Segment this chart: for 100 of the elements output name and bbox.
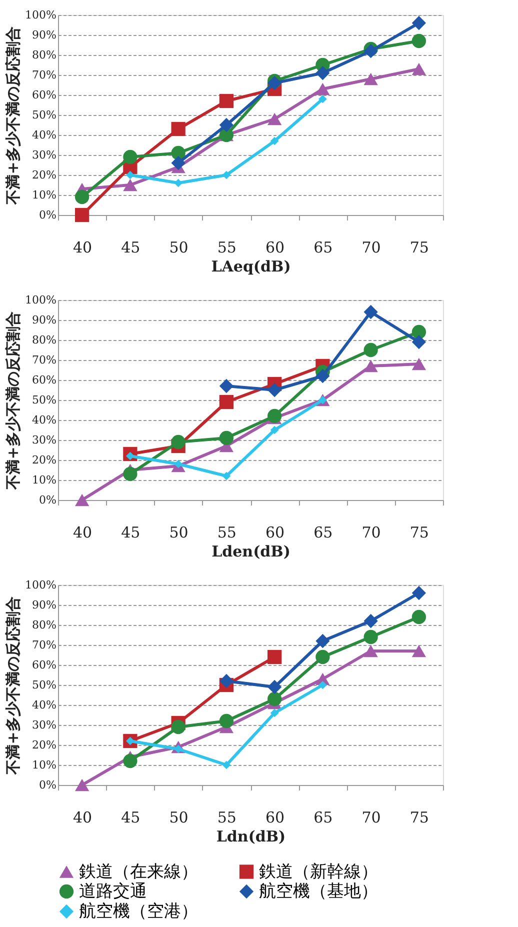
y-tick-label: 100% — [25, 8, 56, 22]
y-tick-label: 30% — [32, 148, 56, 162]
y-tick-label: 0% — [39, 494, 56, 506]
y-tick-label: 40% — [32, 698, 56, 712]
x-tick-label: 65 — [314, 524, 333, 542]
y-axis-title: 不満+多少不満の反応割合 — [4, 312, 22, 490]
y-tick-label: 70% — [32, 354, 56, 366]
point — [74, 208, 90, 222]
point — [364, 72, 378, 86]
x-tick-label: 65 — [314, 808, 333, 826]
point — [74, 778, 90, 792]
point — [267, 408, 282, 424]
y-tick-label: 60% — [32, 88, 56, 102]
point — [222, 760, 231, 770]
point — [318, 680, 327, 690]
point — [412, 34, 426, 48]
y-tick-label: 10% — [32, 188, 56, 202]
point — [412, 358, 426, 370]
point — [267, 692, 282, 706]
point — [219, 674, 234, 688]
x-axis-title: Lden(dB) — [212, 542, 290, 560]
x-tick-label: 50 — [169, 808, 188, 826]
x-tick-label: 45 — [121, 238, 140, 256]
y-axis-title: 不満+多少不満の反応割合 — [4, 596, 22, 776]
point — [364, 304, 378, 320]
x-tick-label: 55 — [217, 524, 236, 542]
y-tick-label: 30% — [32, 434, 56, 446]
point — [270, 136, 279, 146]
point — [222, 170, 231, 180]
point — [219, 714, 234, 728]
x-tick-label: 75 — [410, 238, 429, 256]
x-tick-label: 50 — [169, 524, 188, 542]
x-tick-label: 45 — [121, 524, 140, 542]
legend-label: 道路交通 — [79, 882, 147, 902]
x-tick-label: 70 — [362, 524, 381, 542]
y-tick-label: 50% — [32, 678, 56, 692]
x-tick-label: 55 — [217, 808, 236, 826]
point — [123, 150, 138, 164]
y-tick-label: 80% — [32, 334, 56, 346]
legend-label: 鉄道（新幹線） — [259, 862, 378, 882]
point — [74, 190, 90, 204]
y-tick-label: 0% — [39, 208, 56, 222]
y-tick-label: 10% — [32, 758, 56, 772]
y-tick-label: 90% — [32, 598, 56, 612]
point — [364, 360, 378, 372]
point — [171, 720, 186, 734]
x-tick-label: 40 — [73, 524, 92, 542]
point — [412, 16, 426, 30]
point — [219, 118, 234, 132]
point — [123, 178, 138, 192]
y-tick-label: 20% — [32, 168, 56, 182]
x-axis-title: LAeq(dB) — [211, 258, 291, 276]
x-tick-label: 75 — [410, 524, 429, 542]
legend-label: 航空機（基地） — [259, 882, 378, 902]
point — [412, 62, 426, 76]
point — [174, 178, 182, 188]
point — [412, 586, 426, 600]
y-tick-label: 90% — [32, 28, 56, 42]
y-tick-label: 60% — [32, 658, 56, 672]
x-tick-label: 40 — [73, 238, 92, 256]
point — [123, 466, 138, 482]
x-tick-label: 55 — [217, 238, 236, 256]
y-tick-label: 50% — [32, 108, 56, 122]
point — [267, 680, 282, 694]
point — [219, 94, 234, 108]
y-tick-label: 20% — [32, 738, 56, 752]
y-tick-label: 70% — [32, 638, 56, 652]
point — [316, 82, 330, 96]
point — [412, 334, 426, 350]
x-tick-label: 45 — [121, 808, 140, 826]
x-tick-label: 60 — [266, 808, 285, 826]
point — [219, 430, 234, 446]
point — [123, 754, 138, 768]
y-tick-label: 80% — [32, 48, 56, 62]
y-tick-label: 50% — [32, 394, 56, 406]
legend-label: 航空機（空港） — [79, 902, 198, 922]
point — [364, 630, 378, 644]
point — [267, 112, 282, 126]
point — [219, 378, 234, 394]
point — [74, 494, 90, 506]
point — [316, 650, 330, 664]
y-tick-label: 40% — [32, 128, 56, 142]
x-axis-title: Ldn(dB) — [216, 828, 286, 846]
legend-label: 鉄道（在来線） — [79, 862, 198, 882]
point — [270, 426, 279, 434]
point — [222, 472, 231, 480]
point — [126, 170, 134, 180]
x-tick-label: 65 — [314, 238, 333, 256]
x-tick-label: 75 — [410, 808, 429, 826]
point — [270, 708, 279, 718]
x-tick-label: 40 — [73, 808, 92, 826]
x-tick-label: 60 — [266, 524, 285, 542]
y-axis-title: 不満+多少不満の反応割合 — [4, 26, 22, 206]
point — [364, 342, 378, 358]
y-tick-label: 70% — [32, 68, 56, 82]
point — [171, 146, 186, 160]
point — [171, 122, 186, 136]
point — [316, 368, 330, 384]
y-tick-label: 20% — [32, 454, 56, 466]
point — [364, 644, 378, 658]
